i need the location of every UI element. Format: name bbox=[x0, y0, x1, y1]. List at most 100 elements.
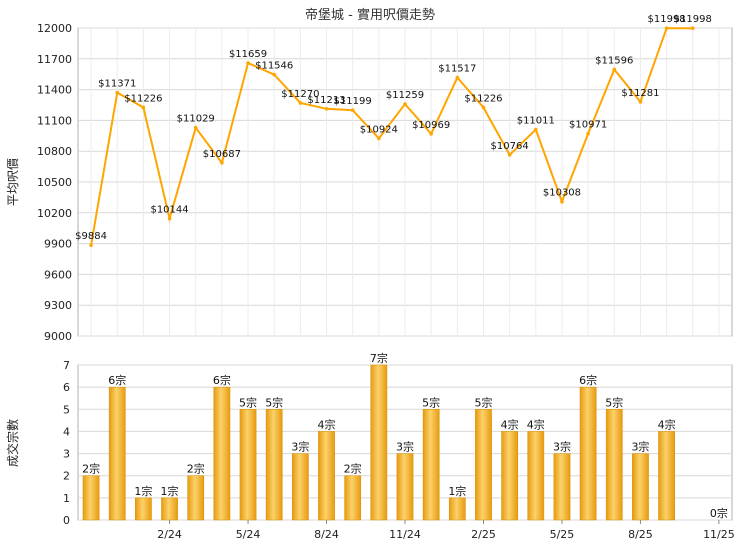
volume-bar bbox=[108, 386, 126, 521]
volume-data-label: 4宗 bbox=[527, 417, 545, 431]
price-data-label: $11213 bbox=[307, 95, 345, 106]
price-point bbox=[167, 216, 172, 221]
volume-bar bbox=[501, 431, 518, 521]
volume-bar bbox=[135, 497, 152, 521]
volume-data-label: 5宗 bbox=[474, 395, 492, 409]
volume-bar bbox=[475, 409, 492, 521]
volume-bar bbox=[658, 431, 675, 521]
volume-y-tick-label: 1 bbox=[63, 492, 70, 505]
price-data-label: $11659 bbox=[229, 49, 267, 60]
price-y-tick-label: 9900 bbox=[44, 238, 72, 251]
volume-data-label: 7宗 bbox=[370, 351, 388, 365]
volume-panel: 0 1 2 3 4 5 6 7 2宗 6宗 1宗 1宗 2宗 6宗 5宗 5宗 3宗 4宗 2宗 7宗 3宗 5宗 1宗 5… bbox=[5, 351, 735, 541]
volume-data-label: 5宗 bbox=[605, 395, 623, 409]
price-line bbox=[90, 27, 693, 246]
volume-data-label: 1宗 bbox=[161, 484, 179, 498]
price-point bbox=[638, 100, 643, 104]
price-point bbox=[350, 108, 355, 113]
price-trend-panel: 9000 9300 9600 9900 10200 10500 10800 11100 1140… bbox=[6, 7, 733, 343]
volume-bar bbox=[422, 409, 440, 521]
price-data-label: $10924 bbox=[360, 124, 398, 135]
price-y-tick-label: 9300 bbox=[44, 299, 72, 312]
volume-y-tick-label: 6 bbox=[63, 381, 70, 394]
volume-data-label: 6宗 bbox=[579, 373, 597, 387]
price-data-label: $10308 bbox=[543, 188, 581, 199]
x-tick-label: 2/25 bbox=[471, 528, 496, 541]
price-data-label: $9884 bbox=[75, 231, 107, 242]
volume-bar bbox=[213, 386, 231, 521]
price-y-tick-label: 10500 bbox=[37, 176, 72, 189]
volume-data-label: 4宗 bbox=[501, 417, 519, 431]
price-point bbox=[534, 127, 538, 132]
price-point bbox=[220, 161, 224, 165]
volume-y-ticks: 0 1 2 3 4 5 6 7 bbox=[63, 359, 70, 527]
price-y-tick-label: 11700 bbox=[37, 53, 72, 66]
price-data-label: $10764 bbox=[491, 141, 529, 152]
volume-data-label: 2宗 bbox=[344, 462, 362, 476]
price-data-label: $10144 bbox=[150, 205, 188, 216]
price-point bbox=[272, 72, 277, 77]
price-y-tick-label: 10800 bbox=[37, 145, 72, 158]
price-data-label: $11596 bbox=[595, 55, 633, 66]
volume-data-label: 0宗 bbox=[710, 506, 728, 520]
price-y-tick-label: 9600 bbox=[44, 268, 72, 281]
price-point bbox=[586, 131, 590, 136]
volume-data-label: 6宗 bbox=[108, 373, 126, 387]
price-data-label: $10687 bbox=[203, 149, 241, 160]
volume-y-tick-label: 5 bbox=[63, 403, 70, 416]
price-data-label: $11226 bbox=[464, 93, 502, 104]
volume-data-label: 2宗 bbox=[82, 462, 100, 476]
price-point bbox=[298, 101, 303, 105]
volume-data-label: 5宗 bbox=[422, 395, 440, 409]
price-point bbox=[612, 67, 617, 72]
price-y-tick-label: 11400 bbox=[37, 84, 72, 97]
price-data-label: $11011 bbox=[517, 116, 555, 127]
volume-bar bbox=[161, 497, 178, 521]
price-point bbox=[690, 26, 695, 31]
price-gridlines bbox=[78, 27, 732, 337]
price-data-label: $10969 bbox=[412, 120, 450, 131]
price-data-label: $11029 bbox=[177, 114, 215, 125]
volume-bar bbox=[527, 431, 545, 521]
volume-bar bbox=[187, 475, 205, 521]
x-tick-label: 11/24 bbox=[389, 528, 421, 541]
price-data-label: $10971 bbox=[569, 120, 607, 131]
price-data-label: $11270 bbox=[281, 89, 319, 100]
volume-y-tick-label: 2 bbox=[63, 470, 70, 483]
volume-data-label: 6宗 bbox=[213, 373, 231, 387]
price-data-label: $11281 bbox=[621, 88, 659, 99]
price-y-tick-label: 12000 bbox=[37, 22, 72, 35]
x-axis-ticks: 2/24 5/24 8/24 11/24 2/25 5/25 8/25 11/25 bbox=[157, 520, 735, 541]
x-tick-label: 8/25 bbox=[628, 528, 653, 541]
price-point bbox=[481, 105, 486, 110]
price-point bbox=[115, 90, 120, 95]
price-point bbox=[246, 61, 250, 65]
volume-bar bbox=[344, 475, 362, 521]
volume-data-label: 3宗 bbox=[396, 440, 414, 454]
price-data-labels: $9884 $11371 $11226 $10144 $11029 $10687 $1165… bbox=[75, 14, 712, 242]
price-point bbox=[455, 75, 460, 80]
volume-bar bbox=[239, 409, 257, 521]
volume-y-tick-label: 3 bbox=[63, 448, 70, 461]
volume-data-label: 5宗 bbox=[265, 395, 283, 409]
price-data-label: $11226 bbox=[124, 93, 162, 104]
price-data-label: $11546 bbox=[255, 61, 293, 72]
volume-bar bbox=[632, 453, 649, 521]
volume-bar bbox=[292, 453, 309, 521]
volume-y-axis-title: 成交宗數 bbox=[5, 419, 20, 467]
price-point bbox=[560, 199, 564, 204]
volume-data-label: 1宗 bbox=[134, 484, 152, 498]
price-point bbox=[429, 132, 433, 136]
volume-data-label: 1宗 bbox=[448, 484, 466, 498]
price-data-label: $11259 bbox=[386, 90, 424, 101]
volume-bar bbox=[318, 431, 335, 521]
price-point bbox=[193, 125, 198, 130]
price-data-label: $11199 bbox=[334, 96, 372, 107]
price-y-tick-label: 11100 bbox=[37, 114, 72, 127]
price-point bbox=[664, 26, 669, 31]
volume-y-tick-label: 4 bbox=[63, 425, 70, 438]
volume-data-label: 4宗 bbox=[318, 417, 336, 431]
price-point bbox=[89, 243, 93, 248]
volume-bar bbox=[579, 386, 597, 521]
